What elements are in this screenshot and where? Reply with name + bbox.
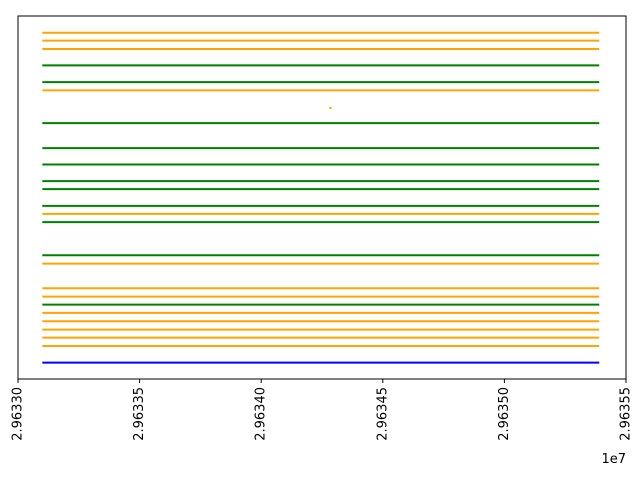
x-tick-label: 2.96335 [132, 387, 147, 441]
x-tick-label: 2.96345 [375, 387, 390, 441]
x-axis-offset-label: 1e7 [601, 452, 626, 467]
x-tick-label: 2.96340 [254, 387, 269, 441]
x-tick-label: 2.96355 [619, 387, 634, 441]
x-tick-label: 2.96350 [497, 387, 512, 441]
axes-frame [17, 15, 627, 380]
x-tick-label: 2.96330 [11, 387, 26, 441]
line-segments [42, 31, 600, 364]
x-axis-ticks: 2.96330 2.96335 2.96340 2.96345 2.96350 2.963… [11, 379, 634, 441]
